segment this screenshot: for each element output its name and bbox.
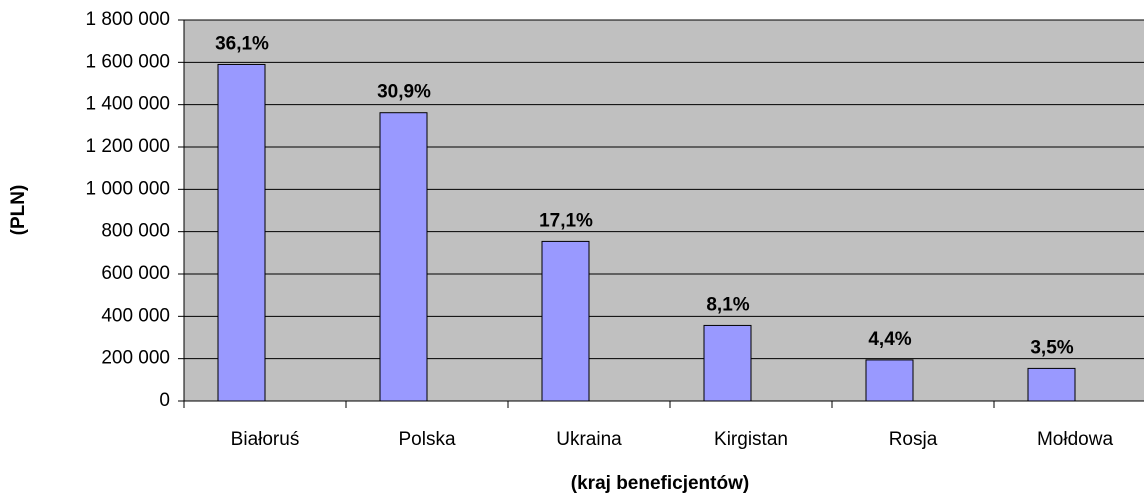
share-label: 8,1% bbox=[706, 294, 749, 315]
y-tick-label: 1 000 000 bbox=[85, 178, 170, 199]
bar bbox=[541, 240, 590, 402]
x-tick-label: Mołdowa bbox=[1037, 429, 1113, 450]
bar bbox=[379, 112, 428, 402]
bar bbox=[1027, 367, 1076, 402]
x-tick-label: Kirgistan bbox=[714, 429, 788, 450]
y-tick-label: 1 800 000 bbox=[85, 9, 170, 30]
x-tick-label: Białoruś bbox=[231, 429, 300, 450]
share-label: 3,5% bbox=[1030, 337, 1073, 358]
x-tick-label: Rosja bbox=[889, 429, 938, 450]
share-label: 30,9% bbox=[377, 82, 431, 103]
share-label: 17,1% bbox=[539, 210, 593, 231]
y-tick-label: 1 200 000 bbox=[85, 136, 170, 157]
plot-area bbox=[184, 20, 1144, 401]
bar bbox=[217, 63, 266, 402]
y-tick-label: 1 600 000 bbox=[85, 51, 170, 72]
bar bbox=[703, 324, 752, 402]
y-tick-label: 200 000 bbox=[101, 348, 170, 369]
y-tick-label: 0 bbox=[159, 390, 170, 411]
y-tick-label: 400 000 bbox=[101, 305, 170, 326]
x-axis-label: (kraj beneficjentów) bbox=[571, 473, 749, 494]
share-label: 4,4% bbox=[868, 329, 911, 350]
bar bbox=[865, 359, 914, 402]
y-tick-label: 600 000 bbox=[101, 263, 170, 284]
y-tick-label: 1 400 000 bbox=[85, 94, 170, 115]
y-axis-label: (PLN) bbox=[8, 185, 29, 236]
x-tick-label: Ukraina bbox=[556, 429, 622, 450]
y-tick-label: 800 000 bbox=[101, 221, 170, 242]
x-tick-label: Polska bbox=[398, 429, 455, 450]
share-label: 36,1% bbox=[215, 33, 269, 54]
